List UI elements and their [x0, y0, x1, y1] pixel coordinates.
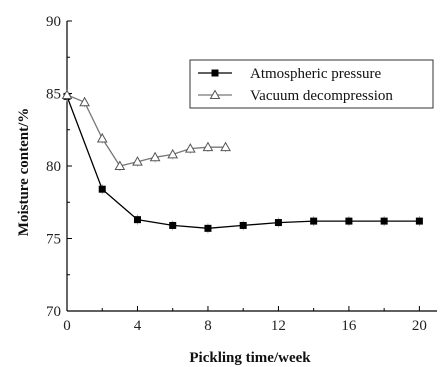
legend-label-vacuum: Vacuum decompression	[250, 88, 393, 104]
x-tick-label: 4	[134, 318, 142, 334]
x-tick-label: 20	[412, 318, 427, 334]
x-tick-label: 8	[204, 318, 212, 334]
data-point	[239, 221, 247, 229]
legend-marker-atmospheric	[211, 69, 219, 77]
data-point	[79, 96, 90, 107]
x-axis-label: Pickling time/week	[189, 350, 311, 366]
y-axis-label: Moisture content/%	[16, 108, 32, 236]
data-point	[204, 224, 212, 232]
data-point	[98, 185, 106, 193]
x-tick-label: 16	[341, 318, 357, 334]
data-point	[310, 217, 318, 225]
data-point	[114, 160, 126, 170]
data-point	[415, 217, 423, 225]
data-point	[167, 148, 179, 159]
data-point	[96, 132, 108, 143]
data-point	[184, 143, 196, 153]
y-tick-label: 85	[46, 87, 61, 103]
data-point	[380, 217, 388, 225]
data-point	[220, 141, 231, 152]
legend-label-atmospheric: Atmospheric pressure	[250, 66, 382, 82]
series-1	[61, 89, 231, 171]
data-point	[202, 141, 214, 152]
data-point	[274, 219, 282, 227]
x-tick-label: 0	[63, 318, 71, 334]
data-point	[169, 221, 177, 229]
y-tick-label: 70	[46, 304, 61, 320]
legend: Atmospheric pressure Vacuum decompressio…	[189, 59, 434, 109]
data-point	[132, 156, 143, 166]
series-layer	[61, 89, 423, 234]
series-line	[66, 94, 226, 167]
legend-marker-vacuum	[209, 89, 221, 99]
data-point	[133, 216, 141, 224]
y-tick-label: 80	[46, 159, 61, 175]
data-point	[345, 217, 353, 225]
data-point	[149, 151, 161, 162]
y-tick-label: 75	[46, 232, 61, 248]
axes: 0 4 8 12 16 20 70 75 80 85 90	[46, 14, 437, 334]
y-tick-label: 90	[46, 14, 61, 30]
x-tick-label: 12	[271, 318, 286, 334]
data-point	[61, 89, 73, 99]
legend-box	[189, 59, 434, 109]
